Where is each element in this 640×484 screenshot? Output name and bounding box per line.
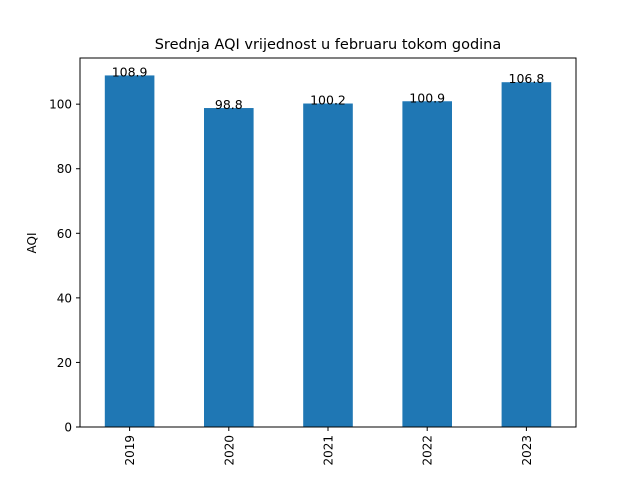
x-tick-label: 2019 — [123, 435, 137, 466]
bar — [104, 75, 155, 427]
chart-title: Srednja AQI vrijednost u februaru tokom … — [155, 37, 502, 53]
x-tick-label: 2020 — [222, 435, 236, 466]
x-tick-label: 2021 — [322, 435, 336, 466]
y-tick-label: 60 — [57, 227, 72, 241]
y-tick-label: 40 — [57, 291, 72, 305]
data-label: 98.8 — [215, 97, 243, 112]
data-label: 100.2 — [310, 93, 346, 108]
x-tick-label: 2022 — [421, 435, 435, 466]
bar — [402, 101, 452, 428]
bar — [204, 108, 254, 427]
y-tick-label: 20 — [57, 356, 72, 370]
y-axis-label: AQI — [25, 233, 39, 254]
bars-group — [104, 75, 552, 428]
x-axis-ticks: 2019 2020 2021 2022 2023 — [123, 427, 534, 466]
y-tick-label: 80 — [57, 162, 72, 176]
data-label: 108.9 — [112, 64, 148, 79]
x-tick-label: 2023 — [520, 435, 534, 466]
value-labels-group: 108.9 98.8 100.2 100.9 106.8 — [112, 64, 545, 112]
bar — [501, 82, 552, 428]
data-label: 106.8 — [509, 71, 545, 86]
y-tick-label: 0 — [64, 421, 72, 435]
data-label: 100.9 — [409, 90, 445, 105]
bar — [303, 103, 353, 427]
plot-frame — [79, 57, 577, 428]
y-axis-ticks: 0 20 40 60 80 100 — [49, 98, 80, 435]
y-tick-label: 100 — [49, 98, 72, 112]
